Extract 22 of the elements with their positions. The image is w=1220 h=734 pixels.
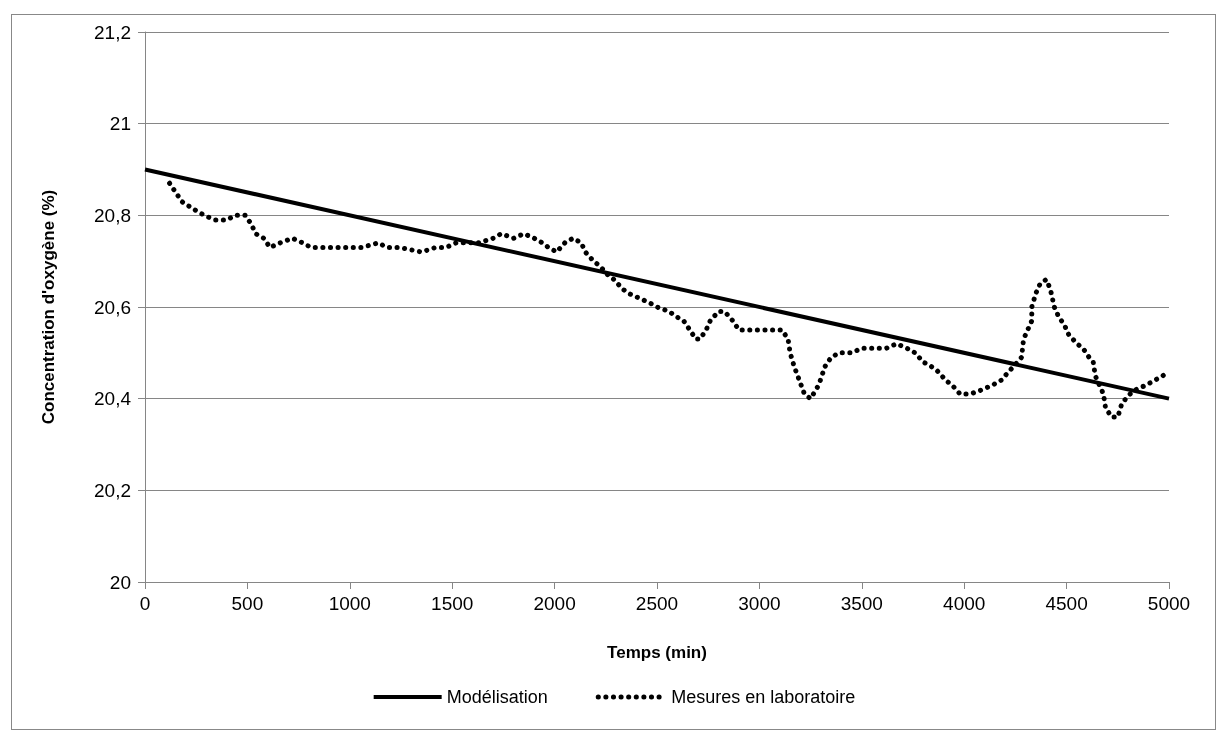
y-tick-label: 20,4 bbox=[94, 388, 132, 410]
x-tick-label: 2000 bbox=[533, 593, 576, 614]
legend-label: Mesures en laboratoire bbox=[671, 687, 856, 707]
x-tick-label: 1000 bbox=[328, 593, 371, 614]
y-tick-label: 20,6 bbox=[94, 296, 131, 318]
x-tick-label: 0 bbox=[139, 593, 151, 614]
y-tick-label: 20,2 bbox=[94, 479, 131, 501]
x-tick-label: 2500 bbox=[635, 593, 679, 614]
legend-label: Modélisation bbox=[446, 687, 548, 707]
x-tick-label: 5000 bbox=[1147, 593, 1191, 614]
x-tick-label: 1500 bbox=[431, 593, 474, 614]
y-axis-title: Concentration d'oxygène (%) bbox=[39, 189, 58, 425]
x-tick-label: 4000 bbox=[943, 593, 986, 614]
x-axis-title: Temps (min) bbox=[607, 643, 707, 662]
y-tick-label: 21,2 bbox=[94, 21, 131, 43]
y-tick-label: 20,8 bbox=[94, 204, 131, 226]
x-tick-label: 3000 bbox=[738, 593, 781, 614]
x-tick-label: 500 bbox=[231, 593, 264, 614]
x-tick-label: 4500 bbox=[1045, 593, 1088, 614]
y-tick-label: 21 bbox=[109, 113, 131, 135]
x-tick-label: 3500 bbox=[840, 593, 883, 614]
y-tick-label: 20 bbox=[109, 571, 131, 593]
